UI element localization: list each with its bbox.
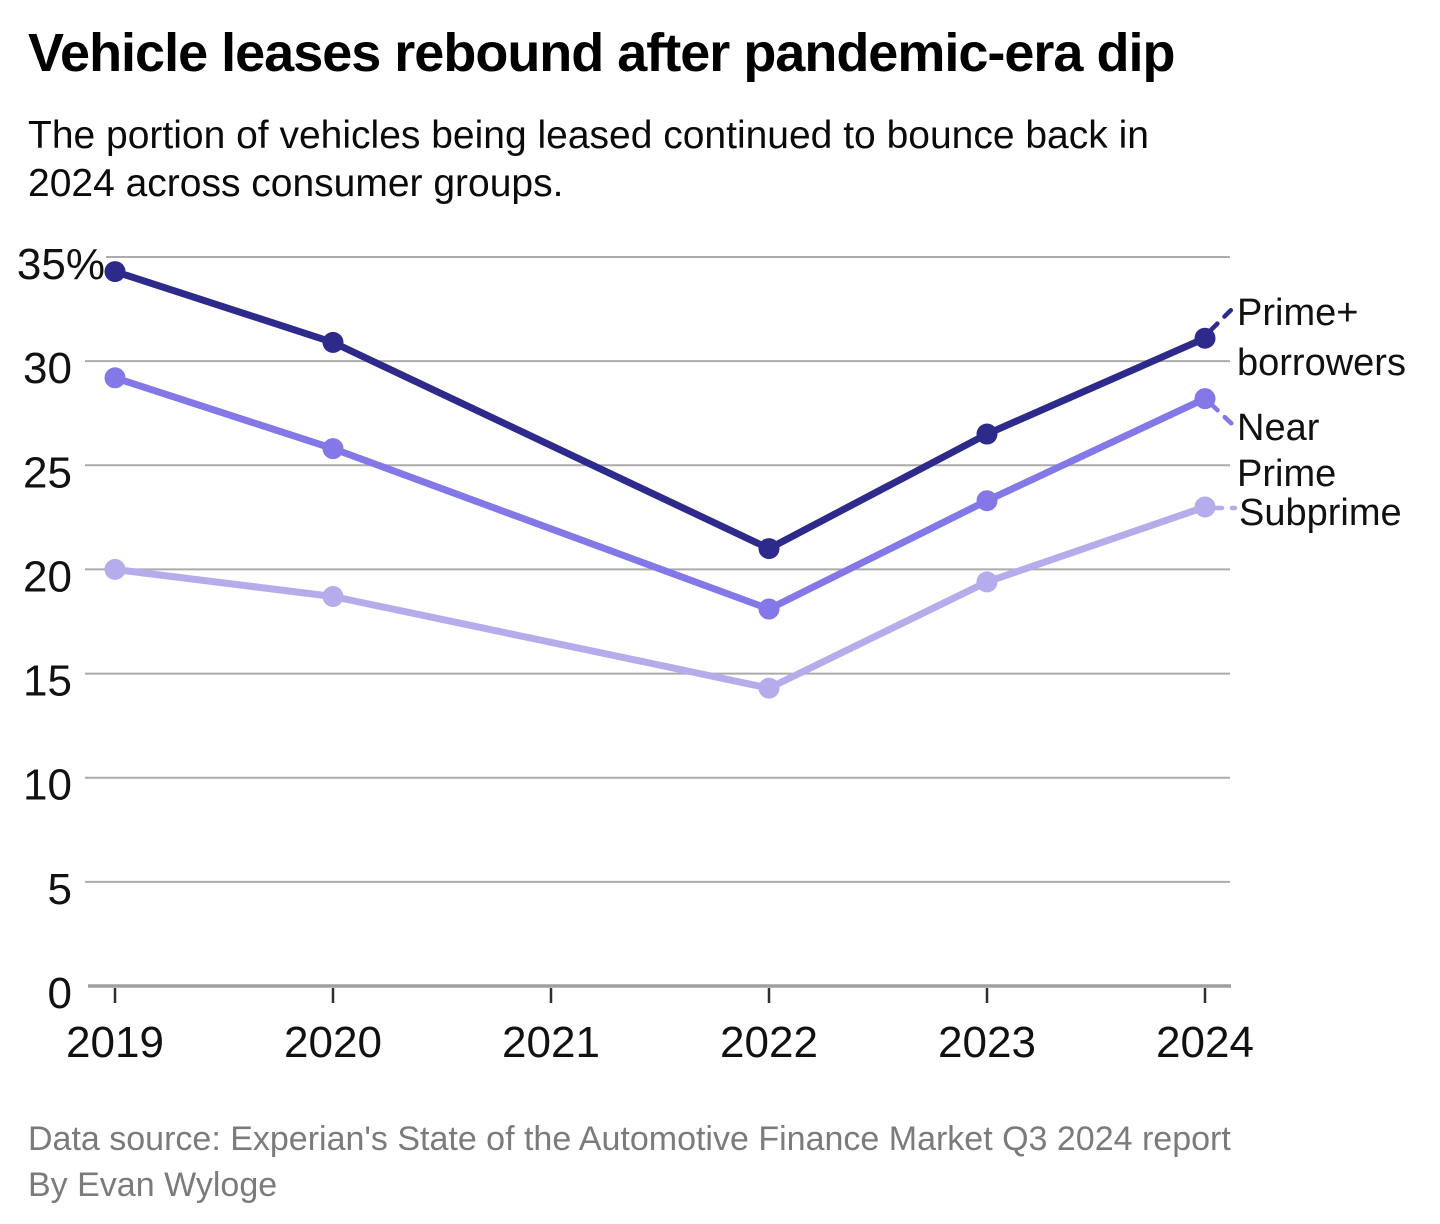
x-axis-label-2019: 2019 [66,1018,164,1067]
data-point-near-prime-2022 [758,598,780,620]
data-point-near-prime-2020 [322,438,344,460]
label-leader-prime-borrowers [1208,306,1235,333]
x-axis-label-2023: 2023 [938,1018,1036,1067]
data-point-prime-borrowers-2024 [1194,327,1216,349]
series-line-subprime [111,503,1209,692]
byline: By Evan Wyloge [28,1166,278,1204]
data-point-subprime-2024 [1194,496,1216,518]
data-point-subprime-2019 [104,558,126,580]
data-source-note: Data source: Experian's State of the Aut… [28,1120,1231,1158]
data-point-subprime-2023 [976,571,998,593]
y-axis-label-5: 5 [48,865,72,914]
y-axis-label-0: 0 [48,969,72,1018]
chart-title: Vehicle leases rebound after pandemic-er… [28,23,1175,83]
series-label-prime-borrowers-line-1: Prime+ [1237,292,1358,334]
data-point-prime-borrowers-2023 [976,423,998,445]
chart-subtitle: The portion of vehicles being leased con… [28,112,1428,208]
data-point-near-prime-2019 [104,367,126,389]
label-leader-near-prime [1208,401,1235,427]
x-axis-label-2022: 2022 [720,1018,818,1067]
y-axis-label-30: 30 [23,344,72,393]
data-point-subprime-2020 [322,586,344,608]
series-label-near-prime-line-1: Near [1237,407,1320,449]
data-point-prime-borrowers-2019 [104,261,126,283]
data-point-prime-borrowers-2022 [758,538,780,560]
data-point-prime-borrowers-2020 [322,331,344,353]
y-axis-label-15: 15 [23,657,72,706]
data-point-near-prime-2023 [976,490,998,512]
x-axis-label-2020: 2020 [284,1018,382,1067]
x-axis-label-2024: 2024 [1156,1018,1254,1067]
chart-footer: Data source: Experian's State of the Aut… [28,1116,1231,1208]
y-axis-label-35: 35% [17,240,105,289]
y-axis-label-10: 10 [23,761,72,810]
x-axis-label-2021: 2021 [502,1018,600,1067]
series-label-prime-borrowers-line-2: borrowers [1237,342,1406,384]
y-axis-label-25: 25 [23,448,72,497]
data-point-near-prime-2024 [1194,388,1216,410]
chart-subtitle-line-2: 2024 across consumer groups. [28,162,564,205]
y-axis-label-20: 20 [23,552,72,601]
series-label-subprime-line-1: Subprime [1239,492,1402,534]
series-line-prime-borrowers [111,268,1209,553]
chart-subtitle-line-1: The portion of vehicles being leased con… [28,114,1149,157]
data-point-subprime-2022 [758,677,780,699]
series-label-near-prime-line-2: Prime [1237,453,1336,495]
